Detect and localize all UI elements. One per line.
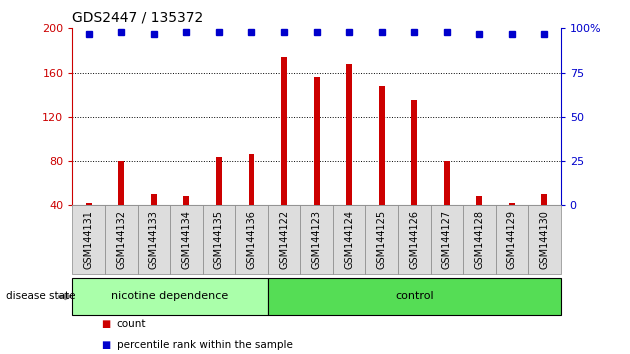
Text: GSM144124: GSM144124 <box>344 210 354 269</box>
Bar <box>249 154 255 205</box>
Text: GSM144125: GSM144125 <box>377 210 387 269</box>
Bar <box>476 196 482 205</box>
Bar <box>509 203 515 205</box>
Bar <box>216 156 222 205</box>
Bar <box>183 196 189 205</box>
Bar <box>542 194 547 205</box>
Bar <box>151 194 157 205</box>
Text: GSM144127: GSM144127 <box>442 210 452 269</box>
Bar <box>379 86 384 205</box>
Text: GSM144135: GSM144135 <box>214 210 224 269</box>
Text: GSM144136: GSM144136 <box>246 210 256 269</box>
Bar <box>86 203 91 205</box>
Text: GSM144126: GSM144126 <box>410 210 419 269</box>
Text: count: count <box>117 319 146 329</box>
Text: disease state: disease state <box>6 291 76 302</box>
Bar <box>411 100 417 205</box>
Text: GSM144122: GSM144122 <box>279 210 289 269</box>
Text: nicotine dependence: nicotine dependence <box>112 291 229 302</box>
Text: GSM144131: GSM144131 <box>84 210 94 269</box>
Text: GSM144129: GSM144129 <box>507 210 517 269</box>
Text: GDS2447 / 135372: GDS2447 / 135372 <box>72 11 203 25</box>
Text: ■: ■ <box>101 340 110 350</box>
Text: GSM144128: GSM144128 <box>474 210 484 269</box>
Text: GSM144134: GSM144134 <box>181 210 192 269</box>
Text: GSM144132: GSM144132 <box>117 210 126 269</box>
Text: GSM144130: GSM144130 <box>539 210 549 269</box>
Bar <box>118 161 124 205</box>
Text: control: control <box>395 291 433 302</box>
Text: GSM144133: GSM144133 <box>149 210 159 269</box>
Bar <box>444 161 450 205</box>
Text: ■: ■ <box>101 319 110 329</box>
Bar <box>281 57 287 205</box>
Text: percentile rank within the sample: percentile rank within the sample <box>117 340 292 350</box>
Bar <box>346 64 352 205</box>
Bar <box>314 77 319 205</box>
Text: GSM144123: GSM144123 <box>312 210 321 269</box>
